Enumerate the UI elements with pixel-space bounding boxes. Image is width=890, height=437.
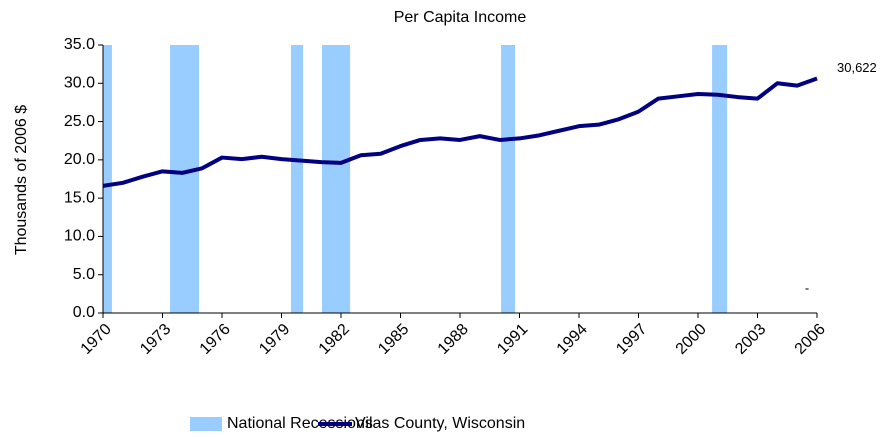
y-tick-label: 15.0 [64, 189, 95, 206]
recession-band [712, 45, 728, 313]
x-tick-label: 1994 [554, 321, 591, 358]
annotation: - [805, 280, 809, 295]
x-tick-label: 1970 [78, 321, 115, 358]
y-tick-label: 25.0 [64, 113, 95, 130]
recession-band [501, 45, 516, 313]
x-tick-label: 1982 [316, 321, 353, 358]
x-tick-label: 1985 [375, 321, 412, 358]
y-axis-label: Thousands of 2006 $ [13, 105, 30, 255]
x-tick-label: 1973 [137, 321, 174, 358]
line-series [102, 76, 818, 188]
legend-swatch [190, 417, 222, 431]
x-tick-label: 1997 [613, 321, 650, 358]
chart-title: Per Capita Income [394, 9, 527, 26]
x-tick-label: 1976 [197, 321, 234, 358]
recession-band [170, 45, 199, 313]
y-tick-label: 20.0 [64, 151, 95, 168]
x-tick-label: 2003 [732, 321, 769, 358]
recession-band [291, 45, 304, 313]
end-value-label: 30,622 [837, 60, 877, 75]
recession-band [321, 45, 351, 313]
x-tick-label: 1988 [435, 321, 472, 358]
y-tick-label: 35.0 [64, 36, 95, 53]
y-tick-label: 10.0 [64, 228, 95, 245]
y-tick-label: 5.0 [73, 266, 95, 283]
legend-label: Vilas County, Wisconsin [355, 415, 525, 432]
recession-band [103, 45, 112, 313]
y-tick-label: 0.0 [73, 304, 95, 321]
y-tick-label: 30.0 [64, 75, 95, 92]
x-tick-label: 1979 [256, 321, 293, 358]
x-tick-label: 2000 [673, 321, 710, 358]
x-tick-label: 1991 [494, 321, 531, 358]
x-tick-label: 2006 [792, 321, 829, 358]
legend-label: National Recessions [227, 415, 373, 432]
